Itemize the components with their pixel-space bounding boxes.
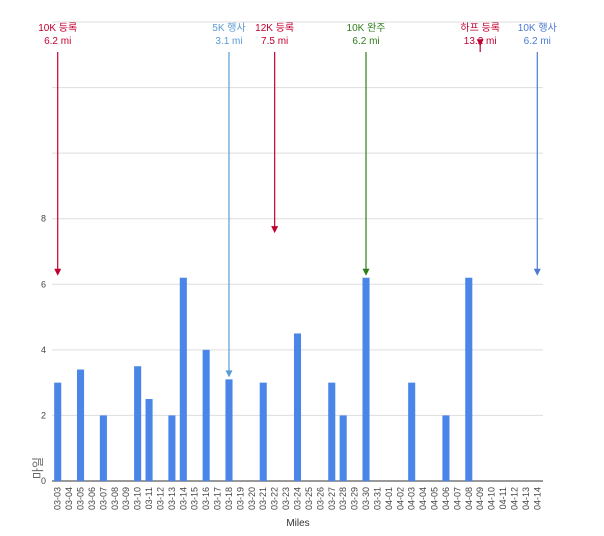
bar: [293, 333, 302, 481]
x-tick-label: 03-26: [315, 487, 325, 510]
bar: [328, 382, 336, 481]
y-tick-label: 0: [41, 476, 46, 486]
bar: [99, 415, 107, 481]
x-tick-label: 03-24: [293, 487, 303, 510]
x-tick-label: 04-02: [395, 487, 405, 510]
bar: [362, 277, 370, 481]
annotation-arrowhead: [54, 268, 62, 276]
x-tick-label: 03-08: [110, 487, 120, 510]
annotation-arrowhead: [476, 39, 484, 47]
y-tick-label: 8: [41, 214, 46, 224]
bar: [54, 382, 62, 481]
y-tick-label: 2: [41, 410, 46, 420]
x-tick-label: 04-06: [441, 487, 451, 510]
bar: [442, 415, 450, 481]
bar: [465, 277, 473, 481]
x-tick-label: 03-21: [258, 487, 268, 510]
y-axis-title: 마일: [31, 457, 45, 479]
x-tick-label: 04-03: [407, 487, 417, 510]
bar: [339, 415, 347, 481]
x-tick-label: 03-03: [53, 487, 63, 510]
bar: [134, 366, 142, 481]
annotation-arrowhead: [271, 226, 279, 234]
bar: [259, 382, 267, 481]
x-tick-label: 03-28: [338, 487, 348, 510]
x-tick-label: 03-23: [281, 487, 291, 510]
x-tick-label: 04-11: [498, 487, 508, 509]
annotation-value: 6.2 mi: [524, 36, 551, 47]
x-tick-label: 03-16: [201, 487, 211, 510]
annotation-value: 6.2 mi: [44, 36, 71, 47]
x-tick-label: 03-29: [350, 487, 360, 510]
annotations: 10K 등록 6.2 mi 5K 행사 3.1 mi 12K 등록 7.5 mi 10K 완…: [38, 21, 557, 378]
annotation-label: 5K 행사: [212, 22, 245, 34]
annotation: 10K 완주 6.2 mi: [347, 22, 386, 276]
x-axis-ticks: 03-03 03-04 03-05 03-06 03-07 03-08 03-09 03-10…: [53, 487, 543, 510]
annotation-arrowhead: [225, 370, 233, 378]
x-tick-label: 04-14: [532, 487, 542, 510]
x-tick-label: 04-05: [430, 487, 440, 510]
annotation-label: 10K 행사: [518, 22, 557, 34]
annotation-label: 10K 등록: [38, 22, 77, 34]
x-tick-label: 04-04: [418, 487, 428, 510]
x-tick-label: 03-30: [361, 487, 371, 510]
bar: [145, 399, 153, 481]
x-tick-label: 03-17: [213, 487, 223, 510]
annotation-value: 6.2 mi: [352, 36, 379, 47]
annotation: 10K 행사 6.2 mi: [518, 22, 557, 276]
bar: [225, 379, 233, 481]
annotation-value: 7.5 mi: [261, 36, 288, 47]
x-tick-label: 04-08: [464, 487, 474, 510]
x-tick-label: 03-07: [98, 487, 108, 510]
annotation: 5K 행사 3.1 mi: [212, 22, 246, 378]
x-tick-label: 04-07: [452, 487, 462, 510]
x-axis-title: Miles: [286, 518, 309, 529]
x-tick-label: 04-12: [509, 487, 519, 510]
x-tick-label: 04-10: [487, 487, 497, 510]
x-tick-label: 03-10: [133, 487, 143, 510]
bar: [77, 369, 85, 481]
annotation-value: 3.1 mi: [215, 36, 242, 47]
x-tick-label: 03-20: [247, 487, 257, 510]
x-tick-label: 03-05: [76, 487, 86, 510]
annotation: 12K 등록 7.5 mi: [255, 22, 294, 234]
x-tick-label: 03-15: [190, 487, 200, 510]
bar: [202, 349, 210, 481]
x-tick-label: 03-22: [270, 487, 280, 510]
x-tick-label: 03-27: [327, 487, 337, 510]
x-tick-label: 03-19: [235, 487, 245, 510]
y-axis-ticks: 0 2 4 6 8: [41, 214, 46, 486]
y-tick-label: 4: [41, 345, 46, 355]
annotation-arrowhead: [533, 268, 541, 276]
x-tick-label: 04-01: [384, 487, 394, 510]
bar: [408, 382, 416, 481]
x-tick-label: 03-31: [372, 487, 382, 510]
x-tick-label: 03-09: [121, 487, 131, 510]
annotation: 10K 등록 6.2 mi: [38, 22, 77, 276]
bar: [168, 415, 176, 481]
x-tick-label: 03-06: [87, 487, 97, 510]
x-tick-label: 03-12: [155, 487, 165, 510]
annotation-label: 12K 등록: [255, 22, 294, 34]
x-tick-label: 03-04: [64, 487, 74, 510]
x-tick-label: 04-09: [475, 487, 485, 510]
y-tick-label: 6: [41, 279, 46, 289]
x-tick-label: 03-25: [304, 487, 314, 510]
annotation-label: 하프 등록: [460, 21, 500, 34]
x-tick-label: 04-13: [521, 487, 531, 510]
bars: [54, 277, 473, 481]
x-tick-label: 03-14: [178, 487, 188, 510]
annotation-arrowhead: [362, 268, 370, 276]
annotation-label: 10K 완주: [347, 22, 386, 34]
x-tick-label: 03-11: [144, 487, 154, 509]
x-tick-label: 03-18: [224, 487, 234, 510]
x-tick-label: 03-13: [167, 487, 177, 510]
bar: [179, 277, 187, 481]
